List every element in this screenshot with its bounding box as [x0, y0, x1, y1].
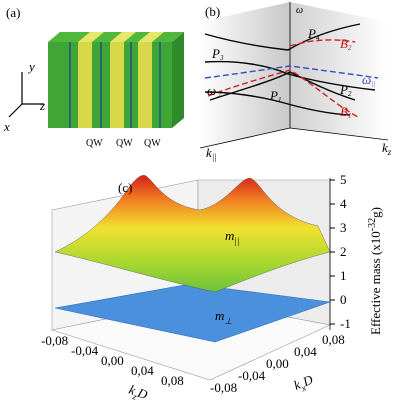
kz-tick-label: -0,04 [71, 343, 99, 358]
z-tick-label: 4 [340, 196, 347, 211]
curve-label: ω⊥ [207, 83, 222, 99]
label-base: P [211, 46, 220, 61]
label-base: B [340, 104, 348, 119]
curve [207, 69, 361, 119]
z-tick-label: 1 [340, 268, 347, 283]
label-sub: 2 [348, 90, 352, 98]
curve [209, 71, 356, 101]
curve-label: P3 [211, 46, 224, 62]
label-sub: || [371, 80, 375, 88]
axis-name: ω [296, 5, 303, 16]
axis-name: x [3, 119, 10, 134]
label-base: m [225, 228, 234, 243]
surface-parallel [54, 175, 331, 293]
curve-label: P4 [307, 26, 320, 42]
title-part: Effective mass (x10 [368, 231, 383, 335]
label-base: k [206, 145, 212, 160]
kz-tick-label: -0,08 [41, 333, 68, 348]
kx-tick-label: 0,08 [322, 332, 345, 347]
curve-label: P1 [269, 88, 281, 104]
axis-name: k|| [206, 145, 217, 162]
title-part: g) [368, 207, 383, 218]
curve-label: ω|| [362, 72, 375, 88]
kz-tick-label: 0,04 [131, 363, 154, 378]
z-tick-label: 0 [340, 292, 347, 307]
block-side [172, 32, 184, 128]
label-sub: z [387, 147, 392, 157]
layer-label: QW [86, 138, 103, 149]
z-tick-label: -1 [340, 316, 351, 331]
label-sub: ⊥ [224, 316, 232, 326]
panel-label: (b) [205, 4, 220, 19]
kx-tick-label: -0,08 [210, 380, 237, 395]
label-sub: z [130, 391, 138, 402]
label-base: ω [362, 72, 371, 87]
qw-stripe-top [110, 32, 136, 42]
layer-label: QW [144, 138, 161, 149]
kx-tick-label: 0,04 [294, 344, 317, 359]
label-base: B [340, 36, 348, 51]
qw-stripe [138, 42, 152, 128]
axis-line [199, 127, 291, 149]
qw-stripe [78, 42, 92, 128]
z-tick-label: 3 [340, 220, 347, 235]
label-base: m [215, 308, 224, 323]
z-axis-title: Effective mass (x10-32g) [367, 207, 383, 335]
label-sub: 3 [219, 54, 224, 62]
curve-label: P2 [339, 82, 352, 98]
label-sub: || [212, 152, 217, 162]
axis-title: kxD [292, 371, 317, 395]
qw-stripe-top [78, 32, 104, 42]
qw-stripe-top [138, 32, 164, 42]
z-tick-label: 2 [340, 244, 347, 259]
label-sub: 1 [348, 112, 352, 120]
curve-label: B1 [340, 104, 351, 120]
label-base: k [292, 377, 303, 393]
label-base: k [127, 382, 138, 398]
axis-line [289, 127, 389, 141]
label-post: D [135, 385, 150, 403]
layer-label: QW [116, 138, 133, 149]
surface-label: m|| [225, 228, 239, 246]
label-base: k [382, 140, 388, 155]
label-sub: || [234, 236, 239, 246]
label-sub: 4 [316, 34, 320, 42]
title-sup: -32 [367, 218, 378, 231]
wall [290, 2, 388, 140]
axis-icon [8, 72, 44, 118]
label-base: P [307, 26, 316, 41]
curve [204, 23, 361, 51]
qw-stripe [110, 42, 124, 128]
kz-tick-label: 0,08 [161, 373, 184, 388]
label-sub: x [299, 383, 307, 394]
surface-label: m⊥ [215, 308, 232, 326]
axis-title: kzD [126, 382, 150, 406]
curve-label: B2 [340, 36, 352, 52]
label-base: P [339, 82, 348, 97]
label-sub: 2 [348, 44, 352, 52]
curve [204, 65, 379, 79]
panel-label: (a) [6, 5, 20, 20]
curve [204, 91, 351, 116]
axis-name: z [39, 98, 45, 113]
kx-tick-label: -0,04 [238, 368, 266, 383]
kz-tick-label: 0,00 [101, 353, 124, 368]
curve [204, 60, 376, 91]
label-sub: 1 [278, 96, 282, 104]
curve [289, 39, 356, 47]
label-sub: ⊥ [216, 91, 222, 99]
axis-arrow [8, 103, 23, 118]
z-tick-label: 5 [340, 172, 347, 187]
axis-name: kz [382, 140, 392, 157]
wall [200, 2, 290, 148]
label-base: P [269, 88, 278, 103]
sample-block [48, 32, 184, 128]
label-base: ω [207, 83, 216, 98]
panel-label: (c) [118, 180, 132, 195]
kx-tick-label: 0,00 [266, 356, 289, 371]
axis-name: y [27, 59, 35, 74]
